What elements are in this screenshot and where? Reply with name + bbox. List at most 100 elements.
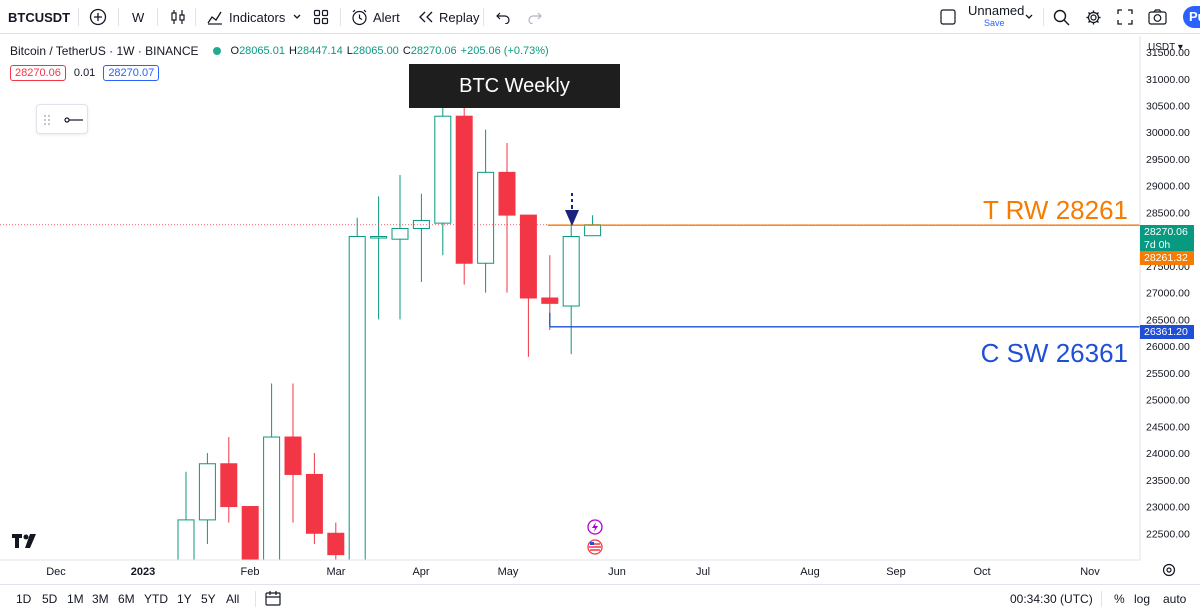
save-link[interactable]: Save — [984, 18, 1005, 28]
range-5y-button[interactable]: 5Y — [201, 592, 216, 606]
range-6m-button[interactable]: 6M — [118, 592, 135, 606]
candle-body — [562, 236, 580, 307]
candle-body — [177, 519, 195, 561]
search-icon[interactable] — [1053, 0, 1070, 34]
toolbar-divider — [118, 8, 119, 26]
toolbar-divider — [1043, 8, 1044, 26]
time-tick-label: Mar — [327, 566, 346, 578]
indicators-icon — [207, 9, 223, 25]
auto-scale-toggle[interactable]: auto — [1163, 592, 1187, 606]
bottom-toolbar — [0, 584, 1200, 614]
candle-body — [498, 171, 516, 216]
candle-body — [220, 463, 238, 508]
candle-body — [477, 171, 495, 264]
range-3m-button[interactable]: 3M — [92, 592, 109, 606]
symbol-search-button[interactable]: BTCUSDT — [8, 9, 71, 25]
legend-high: H28447.14 — [288, 45, 343, 57]
sell-button[interactable]: 28270.06 — [10, 65, 66, 81]
alert-label: Alert — [373, 9, 400, 25]
range-1m-button[interactable]: 1M — [67, 592, 84, 606]
interval-button[interactable]: W — [132, 9, 145, 25]
toolbar-divider — [78, 8, 79, 26]
price-tick-label: 25500.00 — [1146, 368, 1190, 380]
range-1d-button[interactable]: 1D — [16, 592, 32, 606]
toolbar-divider — [340, 8, 341, 26]
compare-add-icon[interactable] — [89, 0, 107, 34]
legend-change: +205.06 (+0.73%) — [460, 45, 549, 57]
replay-label: Replay — [439, 9, 480, 25]
support-price-tag: 26361.20 — [1140, 325, 1194, 339]
alarm-clock-icon — [351, 9, 368, 26]
lightning-event-icon[interactable] — [587, 519, 603, 535]
chevron-down-icon[interactable] — [1024, 0, 1034, 34]
range-ytd-button[interactable]: YTD — [144, 592, 168, 606]
time-tick-label: Aug — [800, 566, 820, 578]
goto-date-icon[interactable] — [1162, 563, 1176, 582]
candle-body — [198, 463, 216, 521]
resistance-price-tag: 28261.32 — [1140, 251, 1194, 265]
time-tick-label: Dec — [46, 566, 66, 578]
log-scale-toggle[interactable]: log — [1134, 592, 1151, 606]
layout-checkbox-icon[interactable] — [940, 0, 956, 34]
price-tick-label: 26500.00 — [1146, 314, 1190, 326]
toolbar-divider — [195, 8, 196, 26]
time-tick-label: Feb — [241, 566, 260, 578]
drag-handle-icon — [44, 115, 50, 125]
time-tick-label: Jun — [608, 566, 626, 578]
templates-grid-icon[interactable] — [313, 0, 329, 34]
chevron-down-icon[interactable] — [292, 0, 302, 34]
drawing-toolbar[interactable] — [36, 104, 88, 134]
support-level-label[interactable]: C SW 26361 — [980, 338, 1128, 368]
bottom-divider — [1101, 591, 1102, 607]
top-toolbar: BTCUSDT W Indicators Alert Replay — [0, 0, 1200, 34]
alert-button[interactable]: Alert — [351, 0, 400, 34]
replay-button[interactable]: Replay — [418, 0, 479, 34]
date-range-icon[interactable] — [265, 591, 281, 611]
candle-body — [370, 236, 388, 239]
price-tick-label: 29000.00 — [1146, 181, 1190, 193]
gear-icon[interactable] — [1085, 0, 1102, 34]
time-tick-label: May — [498, 566, 519, 578]
candle-body — [541, 297, 559, 304]
price-tick-label: 24000.00 — [1146, 448, 1190, 460]
undo-icon[interactable] — [495, 0, 511, 34]
percent-scale-toggle[interactable]: % — [1114, 592, 1125, 606]
price-chart[interactable]: 22500.00 23000.00 23500.00 24000.00 24500.00… — [0, 0, 1200, 584]
candle-body — [305, 473, 323, 534]
legend-title[interactable]: Bitcoin / TetherUS · 1W · BINANCE — [10, 44, 199, 58]
resistance-level-label[interactable]: T RW 28261 — [982, 195, 1128, 225]
buy-button[interactable]: 28270.07 — [103, 65, 160, 81]
price-tick-label: 29500.00 — [1146, 154, 1190, 166]
spread-value: 0.01 — [73, 67, 96, 79]
utc-clock[interactable]: 00:34:30 (UTC) — [1010, 592, 1093, 606]
price-tick-label: 23500.00 — [1146, 475, 1190, 487]
legend-close: C28270.06 — [402, 45, 457, 57]
publish-button[interactable]: Pu — [1183, 6, 1200, 28]
range-1y-button[interactable]: 1Y — [177, 592, 192, 606]
layout-name: Unnamed — [968, 3, 1025, 18]
candles-chart-type-icon[interactable] — [170, 0, 186, 34]
range-5d-button[interactable]: 5D — [42, 592, 58, 606]
symbol-legend: Bitcoin / TetherUS · 1W · BINANCE O28065… — [10, 44, 549, 58]
redo-icon[interactable] — [527, 0, 543, 34]
price-tick-label: 30500.00 — [1146, 101, 1190, 113]
range-all-button[interactable]: All — [226, 592, 240, 606]
price-tick-label: 24500.00 — [1146, 421, 1190, 433]
candle-body — [584, 224, 602, 237]
bottom-divider — [255, 591, 256, 607]
candle-body — [455, 115, 473, 264]
buy-sell-panel: 28270.06 0.01 28270.07 — [10, 65, 160, 81]
current-price-tag: 28270.06 — [1140, 225, 1194, 239]
legend-open: O28065.01 — [230, 45, 285, 57]
camera-snapshot-icon[interactable] — [1148, 0, 1167, 34]
price-tick-label: 27000.00 — [1146, 288, 1190, 300]
fullscreen-icon[interactable] — [1117, 0, 1133, 34]
us-flag-event-icon[interactable] — [587, 539, 603, 555]
currency-selector[interactable]: USDT ▾ — [1148, 42, 1183, 53]
indicators-button[interactable]: Indicators — [207, 0, 285, 34]
chart-title-banner[interactable]: BTC Weekly — [409, 64, 620, 108]
currency-label: USDT — [1148, 42, 1176, 53]
legend-low: L28065.00 — [346, 45, 399, 57]
layout-name-button[interactable]: Unnamed Save — [968, 3, 1025, 29]
tradingview-logo[interactable] — [12, 534, 38, 553]
